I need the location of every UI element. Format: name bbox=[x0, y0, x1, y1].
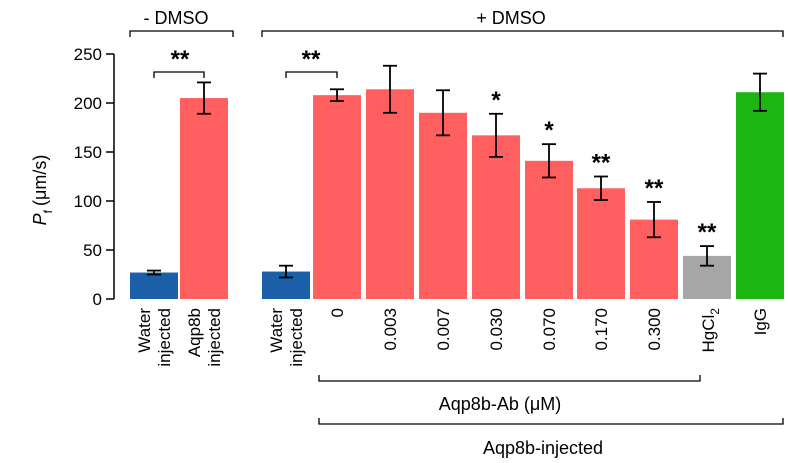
bar bbox=[525, 160, 573, 299]
x-tick-label-sub: 2 bbox=[708, 308, 722, 315]
y-axis-ticks: 0 50 100 150 200 250 bbox=[74, 45, 114, 309]
x-tick-label-line: injected bbox=[287, 308, 306, 367]
y-axis-label-unit: (μm/s) bbox=[30, 155, 50, 206]
bar bbox=[180, 98, 228, 299]
plus-dmso-group: + DMSO bbox=[261, 8, 784, 37]
significance-label: ** bbox=[592, 150, 611, 177]
svg-text:Pf(μm/s): Pf (μm/s) bbox=[30, 155, 55, 226]
bar bbox=[366, 89, 414, 299]
x-tick-label: 0.030 bbox=[487, 308, 506, 351]
y-tick-label: 100 bbox=[74, 192, 102, 211]
y-axis-label-sub: f bbox=[41, 209, 55, 213]
bar bbox=[419, 112, 467, 299]
comparison-bracket-2 bbox=[285, 71, 338, 78]
x-tick-label-line: injected bbox=[205, 308, 224, 367]
bar bbox=[577, 188, 625, 299]
significance-label: ** bbox=[698, 219, 717, 246]
x-tick-label: 0.300 bbox=[645, 308, 664, 351]
injected-group: Aqp8b-injected bbox=[318, 418, 784, 458]
x-tick-label: 0.170 bbox=[592, 308, 611, 351]
plus-dmso-bracket bbox=[261, 30, 784, 37]
x-tick-label-main: HgCl bbox=[699, 315, 718, 353]
x-tick-label: IgG bbox=[751, 308, 770, 335]
bar bbox=[472, 135, 520, 299]
x-tick-label-line: Water bbox=[267, 308, 286, 353]
bars-layer: ******** bbox=[130, 64, 784, 299]
x-tick-label-line: injected bbox=[155, 308, 174, 367]
x-tick-label: 0.003 bbox=[381, 308, 400, 351]
x-tick-label-line: Aqp8b bbox=[185, 308, 204, 357]
minus-dmso-bracket bbox=[129, 30, 234, 37]
antibody-label: Aqp8b-Ab (μM) bbox=[439, 394, 561, 414]
y-tick-label: 250 bbox=[74, 45, 102, 64]
x-tick-label: 0.070 bbox=[540, 308, 559, 351]
minus-dmso-label: - DMSO bbox=[144, 8, 209, 28]
injected-bracket bbox=[318, 418, 784, 425]
x-tick-label-line: Water bbox=[135, 308, 154, 353]
comparison-bracket-1 bbox=[153, 71, 205, 78]
antibody-bracket bbox=[318, 375, 701, 382]
y-tick-label: 0 bbox=[93, 290, 102, 309]
comparison-label-1: ** bbox=[171, 46, 190, 73]
significance-label: * bbox=[491, 87, 501, 114]
y-tick-label: 150 bbox=[74, 143, 102, 162]
significance-label: ** bbox=[645, 175, 664, 202]
x-tick-label: HgCl2 bbox=[699, 308, 722, 353]
bar bbox=[736, 92, 784, 299]
bar bbox=[313, 95, 361, 299]
y-axis-label: Pf (μm/s) bbox=[30, 155, 55, 226]
x-tick-label: 0 bbox=[328, 308, 347, 317]
significance-label: * bbox=[544, 117, 554, 144]
x-tick-label: 0.007 bbox=[434, 308, 453, 351]
y-tick-label: 50 bbox=[83, 241, 102, 260]
antibody-group: Aqp8b-Ab (μM) bbox=[318, 375, 701, 414]
minus-dmso-group: - DMSO bbox=[129, 8, 234, 37]
comparison-minus-dmso: ** bbox=[153, 46, 205, 78]
y-axis-label-main: P bbox=[30, 213, 50, 225]
x-axis-labels: Water injected Aqp8b injected Water injected 0… bbox=[135, 308, 770, 367]
plus-dmso-label: + DMSO bbox=[476, 8, 546, 28]
bar bbox=[130, 272, 178, 299]
comparison-plus-dmso: ** bbox=[285, 46, 338, 78]
y-tick-label: 200 bbox=[74, 94, 102, 113]
comparison-label-2: ** bbox=[302, 46, 321, 73]
injected-label: Aqp8b-injected bbox=[483, 438, 603, 458]
